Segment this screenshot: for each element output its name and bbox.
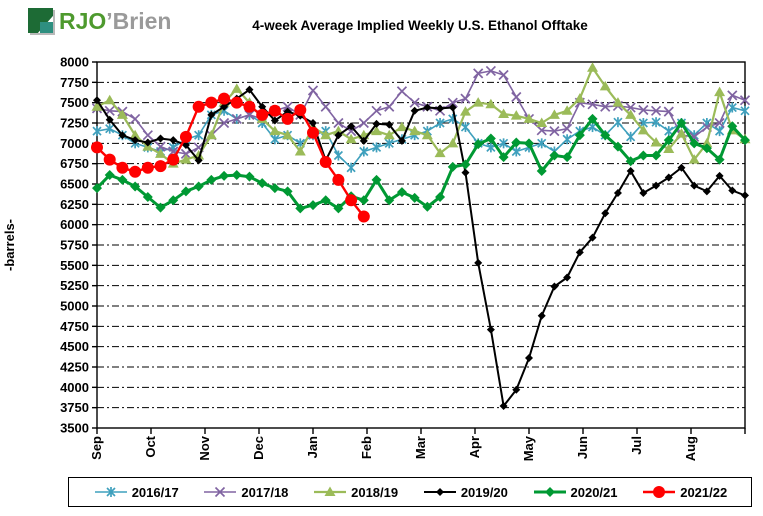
x-tick-label: Oct [143, 435, 158, 457]
rjobrien-logo-text: RJO’Brien [59, 8, 171, 35]
legend-item-2017-18: 2017/18 [202, 484, 288, 500]
x-tick-label: Nov [197, 435, 212, 460]
series-2017-18 [91, 65, 751, 160]
y-tick-label: 7000 [60, 136, 89, 151]
legend-marker-2021-22 [643, 486, 676, 498]
series-2020-21 [92, 113, 750, 214]
x-tick-label: Apr [467, 436, 482, 458]
legend-label: 2016/17 [131, 484, 179, 500]
y-tick-label: 4250 [60, 360, 89, 375]
legend-marker-2016-17 [94, 487, 127, 497]
y-tick-label: 6500 [60, 177, 89, 192]
y-tick-label: 7250 [60, 116, 89, 131]
legend-marker-2019-20 [423, 488, 456, 496]
legend-marker-2020-21 [533, 487, 566, 497]
y-tick-label: 7750 [60, 75, 89, 90]
legend-label: 2019/20 [460, 484, 508, 500]
y-tick-label: 4500 [60, 339, 89, 354]
y-tick-label: 5250 [60, 278, 89, 293]
legend-item-2019-20: 2019/20 [422, 484, 508, 500]
x-tick-label: Jan [305, 436, 320, 458]
x-tick-label: Aug [683, 436, 698, 461]
rjobrien-logo: RJO’Brien [28, 8, 171, 35]
y-tick-label: 7500 [60, 95, 89, 110]
x-tick-label: Feb [359, 436, 374, 459]
y-tick-label: 6250 [60, 197, 89, 212]
logo-text-rjo: RJO [59, 8, 107, 34]
y-tick-label: 4000 [60, 380, 89, 395]
y-tick-label: 5000 [60, 299, 89, 314]
legend-label: 2017/18 [241, 484, 289, 500]
y-tick-label: 4750 [60, 319, 89, 334]
legend-item-2016-17: 2016/17 [93, 484, 179, 500]
y-tick-label: 5750 [60, 238, 89, 253]
legend-marker-2018-19 [314, 486, 347, 496]
y-tick-label: 6750 [60, 156, 89, 171]
legend-marker-2017-18 [204, 486, 237, 498]
series-2018-19 [91, 62, 751, 168]
x-tick-label: Jul [629, 436, 644, 455]
x-tick-label: Mar [413, 436, 428, 459]
y-tick-label: 3500 [60, 421, 89, 436]
y-tick-label: 6000 [60, 217, 89, 232]
y-tick-label: 8000 [60, 55, 89, 70]
y-axis-title: -barrels- [2, 219, 17, 271]
legend-item-2020-21: 2020/21 [532, 484, 618, 500]
legend-item-2018-19: 2018/19 [312, 484, 398, 500]
legend-label: 2021/22 [680, 484, 728, 500]
rjobrien-logo-icon [28, 8, 55, 35]
y-tick-label: 3750 [60, 400, 89, 415]
chart-legend: 2016/17 2017/18 2018/19 2019/20 2020/21 2021/… [68, 477, 752, 507]
logo-text-brien: ’Brien [106, 8, 172, 34]
chart-title: 4-week Average Implied Weekly U.S. Ethan… [252, 18, 588, 33]
legend-label: 2018/19 [351, 484, 399, 500]
x-tick-label: Sep [89, 436, 104, 460]
legend-item-2021-22: 2021/22 [641, 484, 727, 500]
y-tick-label: 5500 [60, 258, 89, 273]
x-tick-label: Jun [575, 436, 590, 459]
series-2021-22 [91, 92, 370, 223]
series-2019-20 [93, 85, 749, 411]
x-tick-label: May [521, 435, 536, 461]
chart-canvas: 3500 3750 4000 4250 4500 4750 5000 5250 5500 5750… [2, 55, 751, 461]
legend-label: 2020/21 [570, 484, 618, 500]
x-tick-label: Dec [251, 436, 266, 460]
